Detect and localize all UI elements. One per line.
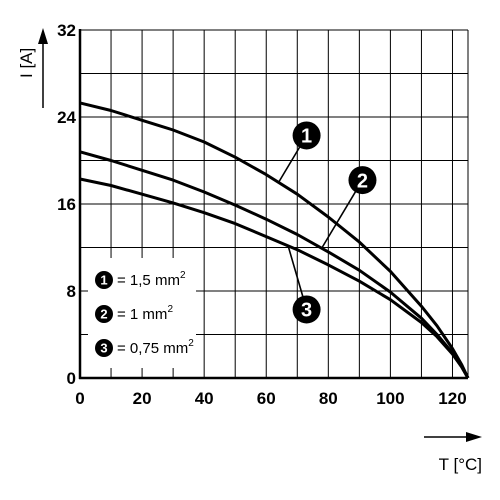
legend-badge-3: 3 bbox=[95, 339, 113, 357]
y-tick-label: 32 bbox=[57, 21, 76, 40]
y-axis-arrowhead bbox=[38, 28, 48, 44]
legend-badge-2: 2 bbox=[95, 305, 113, 323]
badge-circle bbox=[348, 166, 377, 195]
chart-axis-labels: I [A] T [°C] bbox=[17, 28, 482, 474]
y-tick-label: 0 bbox=[67, 369, 76, 388]
chart-axes bbox=[78, 29, 468, 380]
callout-badge-1: 1 bbox=[292, 121, 321, 150]
badge-number: 2 bbox=[100, 307, 107, 322]
x-tick-label: 60 bbox=[257, 389, 276, 408]
x-axis-arrowhead bbox=[466, 432, 482, 442]
badge-circle bbox=[292, 121, 321, 150]
chart-grid bbox=[80, 29, 469, 378]
callout-badge-3: 3 bbox=[292, 295, 321, 324]
series-line-1 bbox=[79, 101, 470, 379]
legend-label-3: = 0,75 mm2 bbox=[117, 338, 194, 357]
legend-badge-1: 1 bbox=[95, 271, 113, 289]
x-tick-label: 120 bbox=[438, 389, 466, 408]
chart-legend: 1 = 1,5 mm2 2 = 1 mm2 3 = 0,75 mm2 bbox=[88, 258, 196, 368]
x-tick-label: 80 bbox=[319, 389, 338, 408]
badge-circle bbox=[95, 305, 113, 323]
x-tick-label: 0 bbox=[75, 389, 84, 408]
y-tick-label: 24 bbox=[57, 108, 76, 127]
y-axis-label: I [A] bbox=[17, 48, 36, 78]
callout-badge-2: 2 bbox=[348, 166, 377, 195]
y-tick-label: 8 bbox=[67, 282, 76, 301]
badge-number: 2 bbox=[357, 170, 368, 192]
badge-circle bbox=[95, 271, 113, 289]
badge-circle bbox=[95, 339, 113, 357]
series-line-3 bbox=[79, 177, 470, 379]
badge-number: 1 bbox=[301, 126, 312, 148]
chart-callouts: 1 2 3 bbox=[277, 121, 377, 324]
x-tick-label: 20 bbox=[133, 389, 152, 408]
badge-circle bbox=[292, 295, 321, 324]
y-tick-label: 16 bbox=[57, 195, 76, 214]
x-tick-label: 100 bbox=[376, 389, 404, 408]
legend-label-2: = 1 mm2 bbox=[117, 304, 173, 323]
chart-series bbox=[79, 101, 470, 379]
badge-number: 3 bbox=[301, 300, 312, 322]
legend-label-1: = 1,5 mm2 bbox=[117, 270, 186, 289]
x-axis-label: T [°C] bbox=[439, 455, 482, 474]
badge-number: 3 bbox=[100, 341, 107, 356]
x-tick-label: 40 bbox=[195, 389, 214, 408]
badge-number: 1 bbox=[100, 273, 107, 288]
